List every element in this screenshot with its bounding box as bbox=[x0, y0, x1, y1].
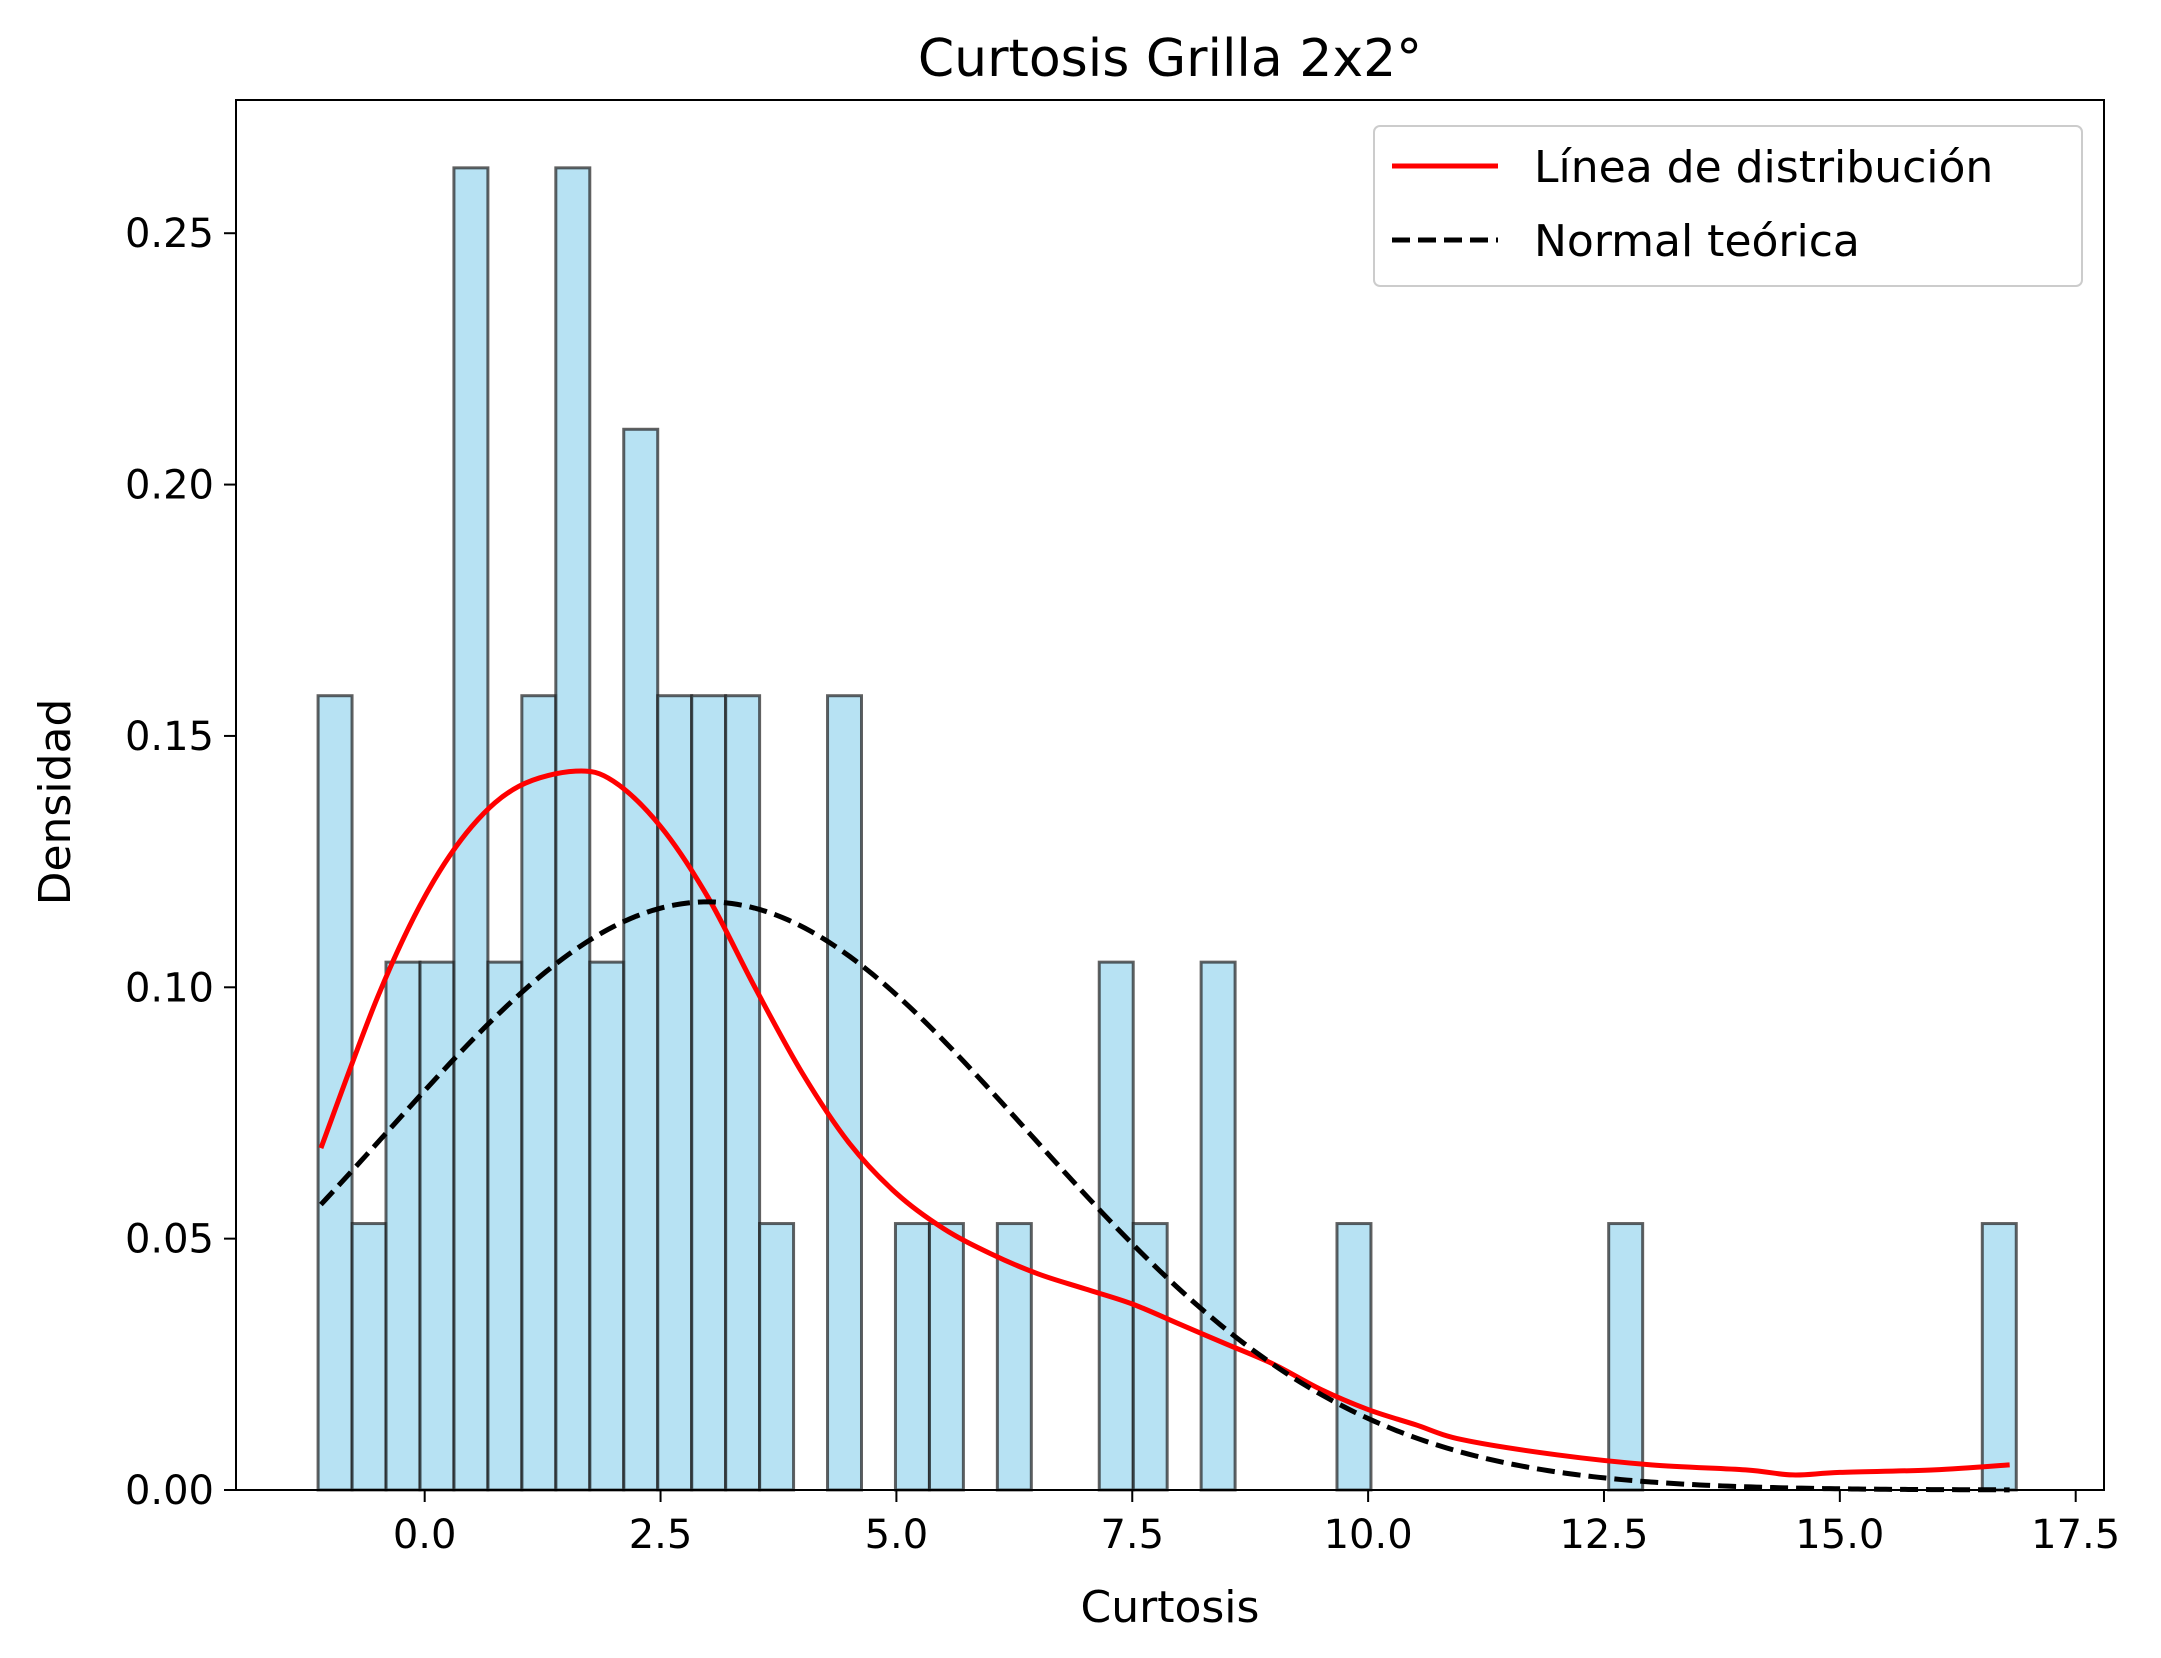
normal-theoretical-line bbox=[319, 899, 2010, 1493]
x-tick-label: 2.5 bbox=[629, 1512, 693, 1558]
x-axis-label: Curtosis bbox=[1081, 1582, 1260, 1633]
y-axis-label: Densidad bbox=[30, 699, 81, 906]
x-tick-label: 12.5 bbox=[1559, 1512, 1648, 1558]
x-tick-label: 0.0 bbox=[393, 1512, 457, 1558]
legend: Línea de distribución Normal teórica bbox=[1373, 125, 2083, 287]
x-tick-label: 15.0 bbox=[1795, 1512, 1884, 1558]
histogram-bar bbox=[690, 694, 728, 1492]
histogram-bar bbox=[758, 1222, 796, 1492]
y-tick-label: 0.10 bbox=[125, 965, 214, 1011]
distribution-lines bbox=[318, 768, 2010, 1493]
y-tick-label: 0.20 bbox=[125, 463, 214, 509]
histogram-bar bbox=[622, 427, 660, 1492]
chart-title: Curtosis Grilla 2x2° bbox=[918, 29, 1422, 89]
histogram-bar bbox=[520, 694, 558, 1492]
y-tick-label: 0.25 bbox=[125, 211, 214, 257]
x-tick-label: 5.0 bbox=[865, 1512, 929, 1558]
histogram-bar bbox=[1199, 960, 1237, 1492]
x-tick-label: 10.0 bbox=[1324, 1512, 1413, 1558]
plot-frame bbox=[235, 99, 2105, 1491]
histogram-bar bbox=[656, 694, 694, 1492]
histogram-bar bbox=[1980, 1222, 2018, 1492]
distribution-line bbox=[318, 768, 2010, 1478]
x-tick-label: 7.5 bbox=[1100, 1512, 1164, 1558]
y-tick-label: 0.15 bbox=[125, 714, 214, 760]
legend-label-normal: Normal teórica bbox=[1534, 216, 1860, 267]
y-tick-label: 0.00 bbox=[125, 1468, 214, 1514]
axes: 0.0 2.5 5.0 7.5 10.0 12.5 15.0 17.5 0.00 0.05 0.10… bbox=[125, 99, 2120, 1558]
histogram-bar bbox=[316, 694, 354, 1492]
x-tick-label: 17.5 bbox=[2031, 1512, 2120, 1558]
histogram-bar bbox=[893, 1222, 931, 1492]
histogram-bar bbox=[486, 960, 524, 1492]
legend-box bbox=[1373, 125, 2083, 287]
histogram-bar bbox=[384, 960, 422, 1492]
histogram-bar bbox=[1335, 1222, 1373, 1492]
y-tick-label: 0.05 bbox=[125, 1217, 214, 1263]
histogram-bar bbox=[1607, 1222, 1645, 1492]
histogram-bar bbox=[350, 1222, 388, 1492]
histogram-bar bbox=[927, 1222, 965, 1492]
histogram-bar bbox=[826, 694, 863, 1492]
histogram-bars bbox=[316, 166, 2018, 1492]
histogram-bar bbox=[724, 694, 762, 1492]
histogram-bar bbox=[554, 166, 592, 1492]
histogram-bar bbox=[418, 960, 456, 1492]
histogram-bar bbox=[1131, 1222, 1169, 1492]
histogram-bar bbox=[588, 960, 626, 1492]
histogram-bar bbox=[1097, 960, 1135, 1492]
legend-label-distribution: Línea de distribución bbox=[1534, 142, 1993, 193]
